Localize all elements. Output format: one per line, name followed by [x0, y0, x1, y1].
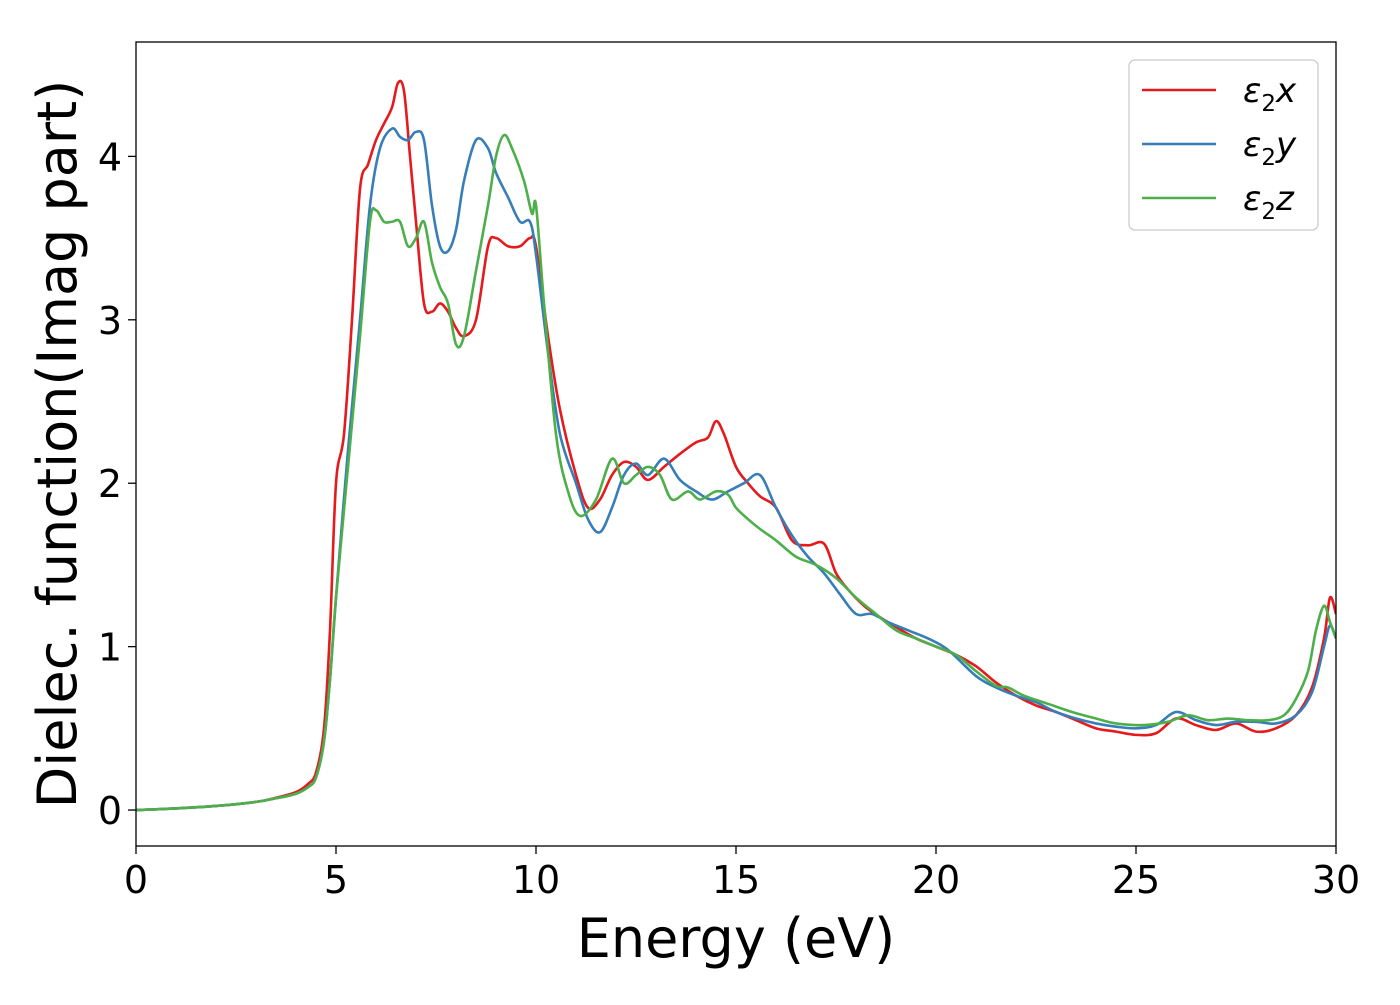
legend-label-suffix: z [1275, 179, 1295, 219]
legend-label-y: ε2y [1243, 125, 1297, 171]
x-tick-label: 0 [124, 858, 148, 902]
series-line-z [136, 133, 1336, 812]
series-line-y [136, 127, 1336, 812]
y-axis-title: Dielec. function(Imag part) [26, 80, 89, 809]
legend-label-subscript: 2 [1261, 91, 1276, 117]
y-tick-label: 2 [98, 462, 122, 506]
y-tick-label: 0 [98, 789, 122, 833]
legend-label-base: ε [1243, 179, 1261, 219]
y-tick-label: 1 [98, 626, 122, 670]
y-tick-label: 3 [98, 299, 122, 343]
y-tick-label: 4 [98, 135, 122, 179]
legend-label-base: ε [1243, 71, 1261, 111]
legend-box [1128, 59, 1319, 231]
x-tick-label: 10 [512, 858, 560, 902]
legend-label-subscript: 2 [1261, 145, 1276, 171]
y-axis: 0 1 2 3 4 [98, 135, 136, 833]
x-tick-label: 15 [712, 858, 760, 902]
legend-label-suffix: x [1275, 71, 1297, 111]
x-axis: 0 5 10 15 20 25 30 [124, 846, 1360, 902]
legend-label-z: ε2z [1243, 179, 1295, 225]
x-axis-title: Energy (eV) [577, 907, 896, 970]
series-line-x [136, 79, 1336, 812]
x-tick-label: 20 [912, 858, 960, 902]
x-tick-label: 5 [324, 858, 348, 902]
legend-label-x: ε2x [1243, 71, 1297, 117]
x-tick-label: 25 [1112, 858, 1160, 902]
legend-label-subscript: 2 [1261, 199, 1276, 225]
legend-label-base: ε [1243, 125, 1261, 165]
legend-label-suffix: y [1275, 125, 1297, 165]
plot-area [136, 79, 1336, 812]
x-tick-label: 30 [1312, 858, 1360, 902]
